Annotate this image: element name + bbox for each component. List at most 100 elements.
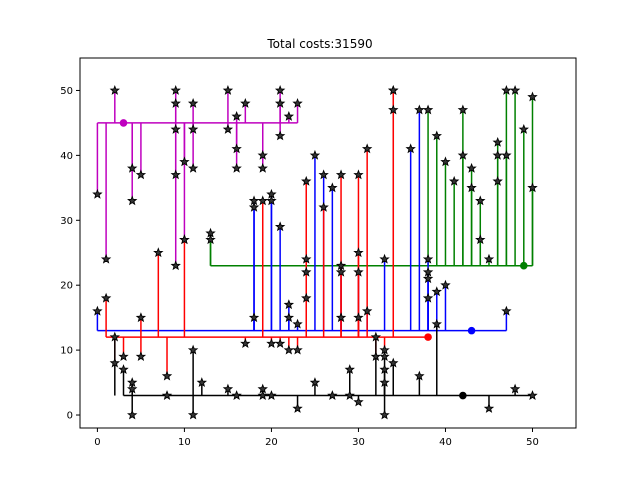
data-point-s4-8 (196, 377, 208, 387)
data-point-s4-1 (118, 364, 129, 374)
data-point-s2-13 (335, 266, 347, 277)
data-point-s3-13 (292, 344, 303, 355)
data-point-s0-21 (240, 97, 251, 108)
data-point-s2-9 (292, 318, 303, 329)
data-point-s3-27 (388, 85, 399, 95)
data-point-s1-13 (475, 234, 486, 245)
data-point-s2-16 (361, 305, 373, 316)
data-point-s0-17 (222, 123, 234, 134)
data-point-s3-20 (335, 260, 347, 271)
x-tick-label-0: 0 (94, 437, 100, 448)
x-tick-label-2: 20 (265, 437, 278, 448)
data-point-s4-6 (187, 344, 199, 355)
data-point-s4-22 (379, 364, 390, 374)
data-point-s4-21 (379, 351, 390, 361)
data-point-s0-3 (127, 195, 138, 206)
data-point-s0-7 (170, 97, 181, 108)
y-tick-label-4: 40 (60, 151, 73, 162)
data-point-s4-12 (257, 390, 268, 400)
data-point-s4-17 (344, 390, 355, 400)
data-point-s4-10 (231, 390, 242, 400)
data-point-s0-20 (231, 162, 242, 173)
data-point-s1-6 (440, 156, 451, 167)
data-point-s0-11 (179, 156, 190, 167)
data-point-s2-26 (501, 305, 512, 316)
data-point-s3-15 (301, 253, 312, 264)
data-point-s4-23 (379, 377, 390, 387)
data-point-s4-20 (370, 331, 382, 342)
data-point-s4-7 (187, 409, 199, 420)
data-point-s2-17 (379, 253, 390, 264)
data-point-s1-7 (448, 175, 460, 186)
data-point-s0-28 (292, 97, 303, 108)
data-point-s1-11 (466, 182, 477, 193)
data-point-s1-22 (527, 91, 538, 102)
data-point-s1-14 (483, 253, 495, 264)
data-point-s1-16 (492, 149, 503, 160)
x-tick-label-1: 10 (178, 437, 191, 448)
data-point-s0-9 (170, 169, 181, 180)
data-point-s0-25 (274, 97, 286, 108)
x-tick-label-4: 40 (439, 437, 452, 448)
data-point-s2-7 (283, 299, 295, 310)
data-point-s0-18 (231, 110, 242, 121)
data-point-s1-15 (492, 136, 503, 147)
data-point-s4-3 (127, 383, 138, 394)
data-point-s4-25 (388, 357, 399, 368)
data-point-s2-23 (422, 292, 434, 303)
data-point-s3-8 (240, 338, 251, 349)
data-point-s1-5 (431, 130, 442, 141)
data-point-s3-24 (361, 143, 373, 154)
series-0-hub-marker (119, 119, 128, 127)
data-point-s4-16 (327, 390, 338, 400)
data-point-s2-18 (405, 143, 416, 154)
data-point-s2-8 (283, 312, 295, 323)
data-point-s3-23 (353, 312, 364, 323)
data-point-s1-4 (422, 104, 434, 115)
data-point-s3-19 (335, 169, 347, 180)
data-point-s2-14 (335, 312, 347, 323)
data-point-s2-11 (318, 169, 329, 180)
data-point-s2-0 (92, 305, 103, 316)
data-point-s2-12 (327, 182, 338, 193)
data-point-s0-4 (127, 162, 138, 173)
data-point-s1-20 (509, 85, 521, 95)
series-2-hub-marker (467, 326, 476, 335)
data-point-s0-8 (170, 123, 181, 134)
series-3-hub-marker (424, 333, 432, 341)
data-point-s1-3 (388, 104, 399, 115)
data-point-s3-18 (318, 201, 329, 212)
data-point-s3-1 (109, 357, 120, 368)
data-point-s2-20 (422, 253, 434, 264)
data-point-s4-29 (509, 383, 521, 394)
plot-frame (79, 57, 577, 429)
data-point-s0-5 (135, 169, 147, 180)
data-point-s3-22 (353, 247, 364, 258)
y-tick-label-2: 20 (60, 281, 73, 292)
data-point-s3-4 (135, 351, 147, 361)
data-point-s4-0 (109, 331, 120, 342)
data-point-s1-9 (457, 149, 469, 160)
data-point-s3-21 (353, 169, 364, 180)
data-point-s4-27 (431, 318, 442, 329)
data-point-s3-6 (161, 370, 173, 381)
y-tick-label-1: 10 (60, 346, 73, 357)
data-point-s0-14 (187, 123, 199, 134)
data-point-s4-15 (309, 377, 321, 387)
data-point-s2-25 (440, 279, 451, 290)
data-point-s4-5 (161, 390, 173, 400)
points-layer (92, 85, 538, 420)
data-point-s3-5 (153, 247, 164, 258)
data-point-s3-2 (118, 351, 129, 361)
data-point-s2-24 (431, 286, 442, 297)
data-point-s3-17 (301, 292, 312, 303)
data-point-s3-10 (266, 338, 277, 349)
data-point-s3-3 (135, 312, 147, 323)
data-point-s0-15 (187, 97, 199, 108)
series-0-lines (96, 90, 299, 266)
data-point-s3-0 (100, 292, 112, 303)
data-point-s0-13 (187, 162, 199, 173)
data-point-s4-24 (379, 409, 390, 420)
data-point-s2-1 (248, 201, 260, 212)
